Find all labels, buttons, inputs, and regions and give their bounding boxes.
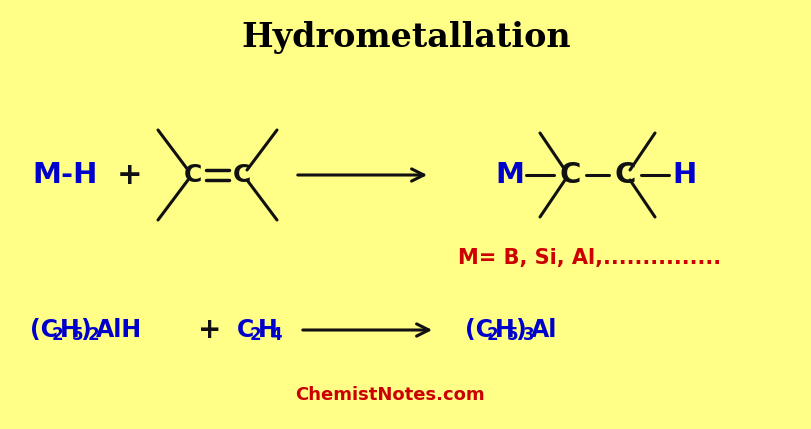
Text: 2: 2 (88, 326, 100, 344)
Text: H: H (495, 318, 514, 342)
Text: 3: 3 (522, 326, 534, 344)
Text: H: H (672, 161, 697, 189)
Text: M: M (495, 161, 524, 189)
Text: C: C (237, 318, 254, 342)
Text: 4: 4 (270, 326, 281, 344)
Text: Hydrometallation: Hydrometallation (241, 21, 570, 54)
Text: 5: 5 (72, 326, 84, 344)
Text: M-H: M-H (32, 161, 97, 189)
Text: ): ) (514, 318, 525, 342)
Text: Al: Al (530, 318, 556, 342)
Text: 2: 2 (250, 326, 261, 344)
Text: H: H (60, 318, 79, 342)
Text: 2: 2 (487, 326, 498, 344)
Text: ): ) (80, 318, 91, 342)
Text: +: + (117, 160, 143, 190)
Text: AlH: AlH (96, 318, 142, 342)
Text: 5: 5 (506, 326, 518, 344)
Text: C: C (559, 161, 580, 189)
Text: M= B, Si, Al,...............: M= B, Si, Al,............... (458, 248, 721, 268)
Text: H: H (258, 318, 277, 342)
Text: C: C (183, 163, 202, 187)
Text: ChemistNotes.com: ChemistNotes.com (295, 386, 484, 404)
Text: +: + (198, 316, 221, 344)
Text: (C: (C (465, 318, 492, 342)
Text: (C: (C (30, 318, 58, 342)
Text: C: C (614, 161, 635, 189)
Text: 2: 2 (52, 326, 63, 344)
Text: C: C (233, 163, 251, 187)
